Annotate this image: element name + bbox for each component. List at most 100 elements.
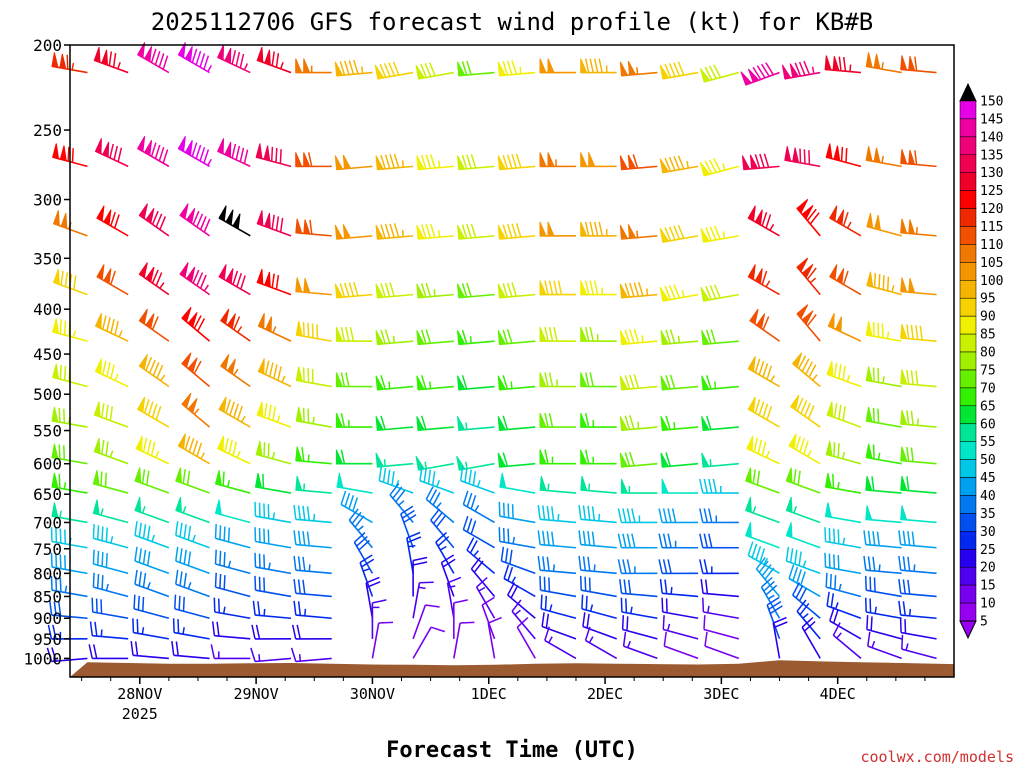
barb-flag <box>154 50 161 66</box>
barb-flag <box>906 476 910 491</box>
wind-barb <box>900 409 937 428</box>
wind-barb <box>826 401 862 428</box>
barb-flag <box>709 226 717 241</box>
barb-pennant <box>220 308 230 325</box>
wind-barb <box>416 282 454 299</box>
barb-flag <box>92 524 95 539</box>
barb-flag <box>239 53 245 69</box>
barb-pennant <box>908 56 916 72</box>
barb-flag <box>193 360 202 375</box>
wind-barb <box>254 552 292 575</box>
barb-flag <box>427 469 432 484</box>
barb-halfflag <box>589 604 594 612</box>
wind-barb <box>898 555 937 575</box>
barb-pennant <box>826 401 834 418</box>
barb-flag <box>864 597 867 613</box>
barb-shaft <box>703 611 739 620</box>
barb-flag <box>503 564 510 579</box>
barb-flag <box>502 224 509 239</box>
barb-flag <box>297 601 302 616</box>
barb-flag <box>268 404 272 420</box>
barb-flag <box>105 404 109 420</box>
barb-flag <box>150 48 157 63</box>
barb-halfflag <box>877 452 881 460</box>
barb-flag <box>420 63 427 78</box>
colorbar-cell <box>959 495 977 514</box>
barb-flag <box>73 275 77 290</box>
barb-pennant <box>785 522 793 539</box>
barb-flag <box>910 447 914 462</box>
barb-flag <box>551 506 555 521</box>
barb-flag <box>867 556 872 571</box>
barb-pennant <box>295 446 303 462</box>
x-axis-label: Forecast Time (UTC) <box>386 738 638 763</box>
barb-flag <box>582 612 586 627</box>
barb-halfflag <box>151 534 156 542</box>
barb-flag <box>631 533 636 548</box>
barb-halfflag <box>398 500 405 506</box>
colorbar-cell <box>959 477 977 496</box>
barb-flag <box>910 324 914 340</box>
barb-flag <box>384 223 391 239</box>
barb-shaft <box>900 543 937 549</box>
barb-shaft <box>702 592 739 598</box>
barb-flag <box>63 320 67 336</box>
barb-flag <box>872 367 875 382</box>
barb-flag <box>109 406 114 421</box>
wind-barb <box>864 597 902 620</box>
wind-barb <box>218 396 251 428</box>
colorbar-cell <box>959 190 977 209</box>
barb-flag <box>545 613 550 629</box>
barb-flag <box>101 552 104 567</box>
barb-halfflag <box>207 65 212 72</box>
barb-halfflag <box>222 606 226 614</box>
barb-flag <box>809 212 820 225</box>
barb-flag <box>151 403 158 418</box>
wind-barb <box>375 415 414 431</box>
barb-flag <box>177 619 180 634</box>
barb-pennant <box>184 139 193 157</box>
barb-pennant <box>135 435 143 452</box>
wind-barb <box>457 375 495 391</box>
colorbar-label: 10 <box>980 597 996 612</box>
wind-barb <box>699 508 739 524</box>
barb-pennant <box>94 358 102 375</box>
credit-link[interactable]: coolwx.com/models <box>860 748 1014 766</box>
barb-pennant <box>217 138 225 155</box>
wind-barb <box>462 515 495 549</box>
wind-barb <box>660 452 699 468</box>
barb-pennant <box>138 262 148 279</box>
wind-barb <box>747 205 780 237</box>
barb-pennant <box>865 475 873 491</box>
barb-shaft <box>93 586 129 598</box>
wind-barb <box>663 631 699 660</box>
colorbar-label: 135 <box>980 148 1003 163</box>
wind-barb <box>335 372 373 388</box>
barb-pennant <box>51 502 59 518</box>
colorbar-cell <box>959 387 977 407</box>
wind-barb <box>702 597 739 620</box>
barb-pennant <box>824 502 833 518</box>
barb-flag <box>55 576 58 592</box>
barb-pennant <box>257 312 265 330</box>
barb-flag <box>470 495 477 510</box>
barb-halfflag <box>802 560 807 568</box>
barb-pennant <box>659 228 670 243</box>
barb-flag <box>502 415 509 430</box>
wind-barb <box>539 412 576 428</box>
barb-flag <box>663 631 667 647</box>
barb-pennant <box>796 257 809 273</box>
wind-barb <box>487 616 502 659</box>
barb-flag <box>203 55 210 70</box>
barb-flag <box>502 502 505 518</box>
barb-halfflag <box>913 564 916 572</box>
barb-flag <box>400 505 414 515</box>
barb-halfflag <box>72 330 77 338</box>
barb-flag <box>828 553 831 568</box>
barb-flag <box>665 452 671 467</box>
barb-flag <box>544 280 549 295</box>
barb-flag <box>466 282 472 297</box>
barb-pennant <box>416 375 425 391</box>
barb-flag <box>752 66 762 80</box>
barb-halfflag <box>770 375 776 382</box>
